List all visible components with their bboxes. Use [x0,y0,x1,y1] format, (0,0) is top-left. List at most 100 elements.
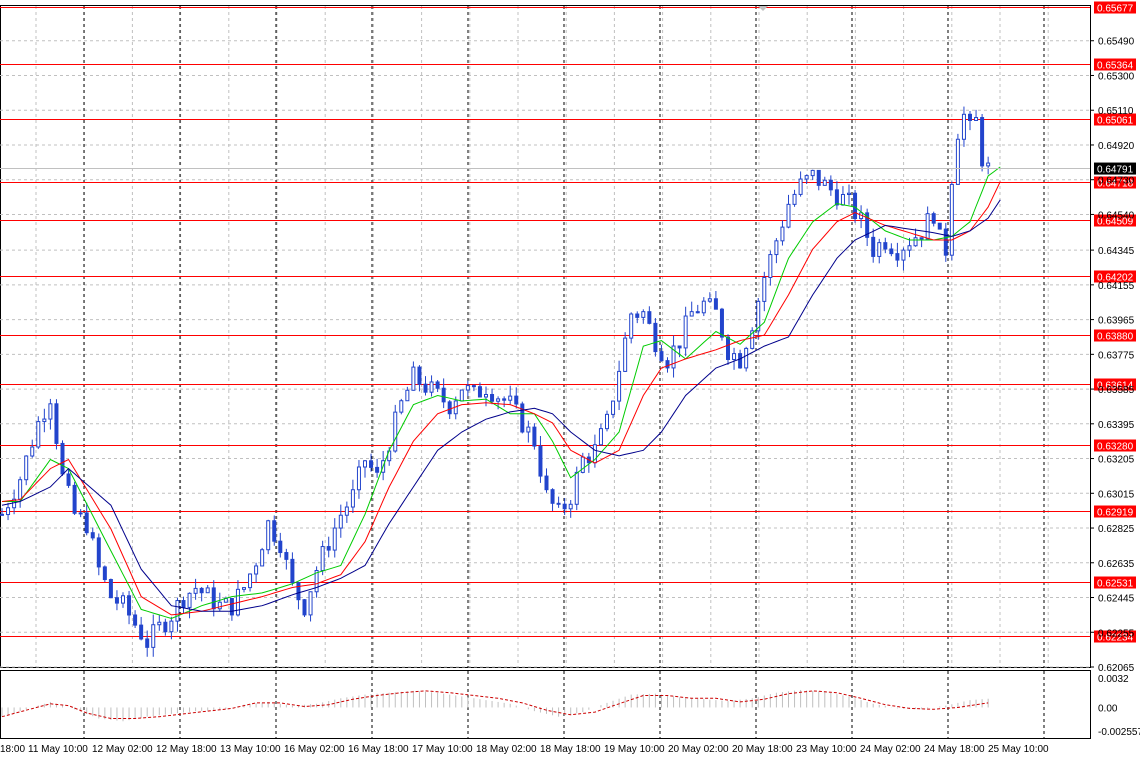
candle-body [707,298,712,302]
price-level-label: 0.62234 [1097,633,1134,644]
time-axis: 18:00 11 May 10:00 12 May 02:00 12 May 18:0… [0,744,1049,755]
x-tick-label: 24 May 18:00 [924,744,985,755]
candle-body [968,113,972,121]
candle-body [114,597,119,604]
candle-body [647,311,652,324]
candle-body [338,514,343,529]
candle-body [211,587,216,610]
x-tick-label: 13 May 10:00 [220,744,281,755]
candle-body [60,442,65,475]
y-tick-label: 0.62445 [1098,594,1135,605]
candle-body [762,276,767,302]
candle-body [477,386,482,398]
y-tick-label: 0.62825 [1098,524,1135,535]
price-level-tag [1094,113,1136,126]
shift-marker-icon[interactable] [758,6,768,11]
candle-body [744,347,749,369]
candle-body [550,489,555,504]
candle-body [308,591,313,616]
candle-body [326,546,331,551]
candle-body [611,400,616,415]
candle-body [266,520,271,551]
candle-body [254,565,259,575]
candle-body [199,587,204,594]
candle-body [496,398,501,402]
candle-body [538,445,543,477]
candle-body [229,597,234,616]
candle-body [84,512,89,534]
candle-body [901,249,906,261]
candle-body [780,226,785,242]
candle-body [163,621,168,633]
candle-body [907,245,912,251]
candle-body [332,527,337,551]
x-tick-label: 23 May 10:00 [796,744,857,755]
candle-body [635,313,640,318]
candle-body [949,183,954,256]
indicator-tick-label: 0.0032 [1098,674,1129,685]
candlesticks [0,106,991,657]
price-level-tag [1094,176,1136,189]
candle-body [0,513,4,516]
candle-body [187,592,192,608]
candle-body [598,428,603,446]
candle-body [750,330,755,349]
candle-body [435,381,440,389]
x-tick-label: 20 May 18:00 [732,744,793,755]
x-tick-label: 17 May 10:00 [412,744,473,755]
price-level-tag [1094,214,1136,227]
current-price-tag [1094,162,1136,175]
candle-body [490,394,495,402]
candle-body [375,466,380,473]
x-tick-label: 25 May 10:00 [988,744,1049,755]
candle-body [78,512,83,515]
candle-body [974,117,979,121]
price-level-tag [1094,270,1136,283]
candle-body [369,460,374,468]
candle-body [290,558,295,584]
candle-body [877,242,882,257]
y-tick-label: 0.62635 [1098,559,1135,570]
price-level-label: 0.64202 [1097,273,1134,284]
candle-body [713,298,718,310]
candle-body [24,455,29,481]
candle-body [532,426,537,447]
candle-body [36,421,41,448]
candle-body [689,311,694,317]
candle-body [320,546,325,572]
candle-body [544,475,549,491]
main-plot-border [0,5,1091,668]
y-tick-label: 0.65300 [1098,71,1135,82]
indicator-tick-label: -0.002557 [1098,727,1140,738]
y-tick-label: 0.63395 [1098,420,1135,431]
price-level-tag [1094,329,1136,342]
candle-body [580,456,585,473]
candle-body [937,222,942,230]
candle-body [653,322,658,353]
price-level-label: 0.63880 [1097,332,1134,343]
candle-body [145,638,150,648]
candle-body [272,520,277,542]
candle-body [520,403,525,433]
candle-body [260,549,265,567]
signal-line [1,690,989,719]
candle-body [447,401,452,415]
price-level-label: 0.63280 [1097,442,1134,453]
candle-body [157,621,162,626]
candle-body [671,345,676,369]
indicator-tick-label: 0.00 [1098,703,1118,714]
candle-body [411,366,416,391]
candle-body [429,381,434,393]
candle-body [102,566,107,581]
moving-average-line [1,199,1001,612]
candle-body [834,189,839,206]
indicator-plot-border [0,670,1091,739]
candle-body [617,370,622,402]
y-tick-label: 0.64730 [1098,176,1135,187]
candle-body [726,336,730,360]
x-tick-label: 12 May 02:00 [92,744,153,755]
candle-body [278,540,283,554]
price-level-tag [1094,1,1136,14]
candle-body [943,228,948,256]
price-level-label: 0.64509 [1097,217,1134,228]
